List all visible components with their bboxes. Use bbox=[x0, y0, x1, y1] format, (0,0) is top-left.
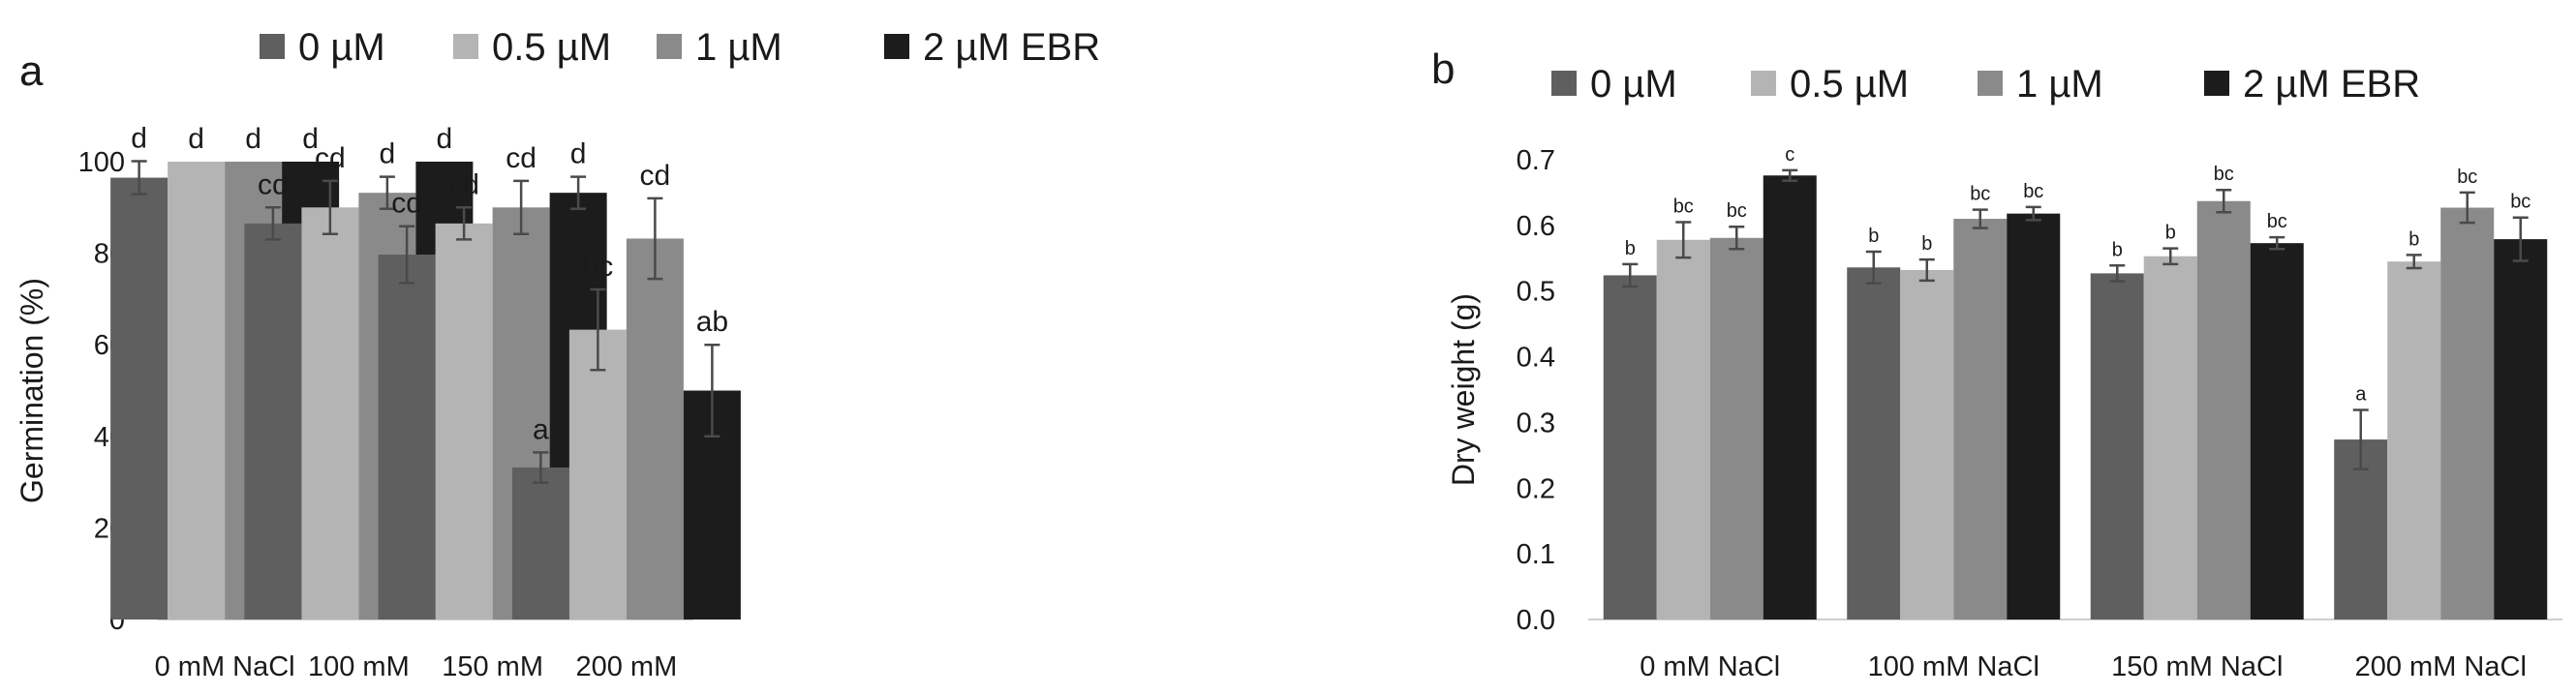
significance-letter: bc bbox=[1970, 184, 1990, 205]
bar bbox=[435, 223, 493, 620]
bar bbox=[2387, 261, 2441, 619]
category-label: 0 mM NaCl bbox=[155, 651, 295, 682]
bar bbox=[1953, 219, 2008, 620]
significance-letter: ab bbox=[696, 306, 728, 338]
legend-swatch-1 bbox=[1751, 71, 1776, 96]
bar bbox=[626, 238, 684, 620]
significance-letter: d bbox=[380, 138, 396, 170]
category-label: 100 mM NaCl bbox=[1868, 651, 2039, 682]
bar bbox=[378, 255, 436, 619]
significance-letter: bc bbox=[2214, 164, 2234, 185]
legend-swatch-0 bbox=[1551, 71, 1577, 96]
bar bbox=[2250, 243, 2304, 619]
legend-label-1: 0.5 µM bbox=[492, 26, 611, 69]
bar bbox=[511, 467, 569, 619]
legend-label-2: 1 µM bbox=[695, 26, 782, 69]
significance-letter: d bbox=[437, 123, 453, 155]
legend-label-3: 2 µM EBR bbox=[923, 26, 1100, 69]
significance-letter: d bbox=[245, 123, 261, 155]
y-tick-label: 100 bbox=[78, 147, 125, 178]
significance-letter: d bbox=[570, 138, 587, 170]
significance-letter: c bbox=[1785, 144, 1794, 166]
legend-label-1: 0.5 µM bbox=[1790, 63, 1909, 106]
y-tick-label: 0.6 bbox=[1517, 211, 1555, 242]
panel-label: b bbox=[1431, 45, 1455, 93]
significance-letter: b bbox=[2408, 228, 2419, 250]
y-tick-label: 0.3 bbox=[1517, 408, 1555, 438]
significance-letter: b bbox=[1921, 233, 1932, 255]
significance-letter: cd bbox=[258, 168, 289, 200]
bar bbox=[1603, 275, 1657, 619]
category-label: 150 mM bbox=[442, 651, 543, 682]
legend-label-3: 2 µM EBR bbox=[2243, 63, 2420, 106]
significance-letter: bc bbox=[1673, 196, 1694, 217]
significance-letter: cd bbox=[448, 168, 479, 200]
significance-letter: cd bbox=[640, 160, 671, 192]
category-label: 0 mM NaCl bbox=[1640, 651, 1780, 682]
significance-letter: cd bbox=[506, 142, 537, 174]
legend-label-0: 0 µM bbox=[1590, 63, 1677, 106]
bar bbox=[1709, 237, 1763, 619]
significance-letter: bc bbox=[1727, 200, 1747, 222]
y-tick-label: 0.5 bbox=[1517, 277, 1555, 308]
legend-swatch-3 bbox=[884, 34, 909, 59]
significance-letter: d bbox=[188, 123, 204, 155]
significance-letter: b bbox=[2112, 239, 2123, 260]
legend-swatch-2 bbox=[657, 34, 682, 59]
bar bbox=[2090, 273, 2144, 619]
bar bbox=[301, 207, 359, 620]
category-label: 200 mM NaCl bbox=[2355, 651, 2527, 682]
legend-swatch-3 bbox=[2204, 71, 2229, 96]
bar bbox=[2440, 207, 2495, 620]
y-tick-label: 0.7 bbox=[1517, 145, 1555, 176]
significance-letter: a bbox=[2355, 384, 2367, 406]
category-label: 200 mM bbox=[575, 651, 677, 682]
bar bbox=[2196, 200, 2251, 619]
bar bbox=[2494, 239, 2548, 619]
y-tick-label: 0.1 bbox=[1517, 539, 1555, 570]
bar bbox=[568, 329, 627, 619]
significance-letter: d bbox=[302, 123, 319, 155]
bar bbox=[168, 162, 226, 619]
bar bbox=[1763, 175, 1817, 620]
legend-swatch-2 bbox=[1978, 71, 2003, 96]
significance-letter: a bbox=[533, 413, 549, 445]
bar bbox=[1656, 239, 1710, 620]
legend-swatch-1 bbox=[453, 34, 478, 59]
significance-letter: b bbox=[1625, 238, 1636, 259]
bar bbox=[2143, 256, 2197, 619]
significance-letter: b bbox=[2165, 223, 2176, 244]
category-label: 100 mM bbox=[308, 651, 410, 682]
y-axis-label: Germination (%) bbox=[15, 278, 49, 503]
y-tick-label: 0.0 bbox=[1517, 605, 1555, 636]
bar bbox=[2007, 213, 2061, 619]
y-tick-label: 0.2 bbox=[1517, 473, 1555, 504]
significance-letter: bc bbox=[2510, 192, 2530, 213]
legend-swatch-0 bbox=[260, 34, 285, 59]
significance-letter: d bbox=[131, 123, 147, 155]
significance-letter: b bbox=[1868, 226, 1879, 247]
bar bbox=[244, 223, 302, 620]
legend-label-0: 0 µM bbox=[298, 26, 385, 69]
bar bbox=[1900, 270, 1954, 619]
panel-b-dry-weight-chart: b 0 µM 0.5 µM 1 µM 2 µM EBR 0.0 0.1 0.2 0.3 0.4 0.… bbox=[1431, 45, 2562, 682]
significance-letter: bc bbox=[2457, 166, 2477, 188]
legend-label-2: 1 µM bbox=[2016, 63, 2103, 106]
y-axis-label: Dry weight (g) bbox=[1446, 293, 1481, 486]
significance-letter: cd bbox=[391, 188, 422, 220]
significance-letter: bc bbox=[583, 251, 614, 283]
panel-label: a bbox=[19, 47, 44, 95]
category-label: 150 mM NaCl bbox=[2111, 651, 2283, 682]
significance-letter: bc bbox=[2023, 181, 2043, 202]
significance-letter: cd bbox=[315, 142, 346, 174]
bar bbox=[1847, 267, 1901, 619]
significance-letter: bc bbox=[2267, 211, 2287, 232]
bar bbox=[110, 177, 169, 619]
y-tick-label: 0.4 bbox=[1517, 343, 1555, 374]
